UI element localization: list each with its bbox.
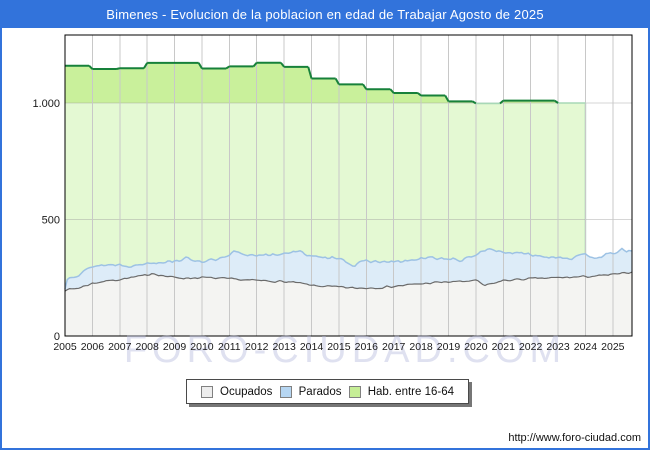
ocupados-swatch-icon (201, 385, 213, 398)
x-tick-label: 2005 (53, 341, 77, 353)
x-tick-label: 2009 (163, 341, 187, 353)
parados-line (64, 247, 633, 290)
footer-url[interactable]: http://www.foro-ciudad.com (508, 432, 641, 444)
plot-border (64, 34, 633, 337)
x-tick-label: 2015 (327, 341, 351, 353)
legend-label-ocupados: Ocupados (220, 385, 273, 398)
x-tick-label: 2012 (245, 341, 269, 353)
ocupados-line (64, 271, 633, 292)
ocupados-area (65, 271, 632, 336)
x-tick-label: 2008 (135, 341, 159, 353)
y-tick-label: 500 (42, 215, 60, 227)
x-tick-label: 2007 (108, 341, 132, 353)
parados-swatch-icon (279, 385, 292, 398)
legend-label-parados: Parados (298, 385, 342, 398)
x-tick-label: 2022 (519, 341, 543, 353)
legend-label-hab: Hab. entre 16-64 (367, 385, 454, 398)
x-tick-label: 2006 (81, 341, 105, 353)
x-tick-label: 2014 (300, 341, 324, 353)
watermark-text: FORO-CIUDAD.COM (124, 329, 566, 371)
legend-item-ocupados: Ocupados (201, 385, 273, 398)
legend-item-parados: Parados (279, 385, 342, 398)
hab-line (65, 61, 559, 105)
hab-swatch-icon (348, 385, 361, 398)
x-tick-label: 2017 (382, 341, 406, 353)
x-tick-label: 2016 (355, 341, 379, 353)
x-tick-label: 2011 (218, 341, 241, 353)
x-tick-label: 2018 (409, 341, 433, 353)
x-tick-label: 2021 (492, 341, 516, 353)
x-tick-label: 2024 (574, 341, 598, 353)
x-tick-label: 2013 (272, 341, 296, 353)
y-tick-label: 1.000 (32, 98, 60, 110)
legend-item-hab: Hab. entre 16-64 (348, 385, 454, 398)
chart-title: Bimenes - Evolucion de la poblacion en e… (2, 2, 648, 28)
legend-box: Ocupados Parados Hab. entre 16-64 (186, 379, 469, 404)
x-tick-label: 2010 (190, 341, 214, 353)
x-tick-label: 2020 (464, 341, 488, 353)
x-tick-label: 2025 (601, 341, 625, 353)
y-tick-label: 0 (54, 331, 60, 343)
chart-canvas: FORO-CIUDAD.COM 0 500 1.000 2005 2006 2007 2008… (32, 34, 633, 371)
x-tick-label: 2023 (546, 341, 570, 353)
x-tick-label: 2019 (437, 341, 461, 353)
